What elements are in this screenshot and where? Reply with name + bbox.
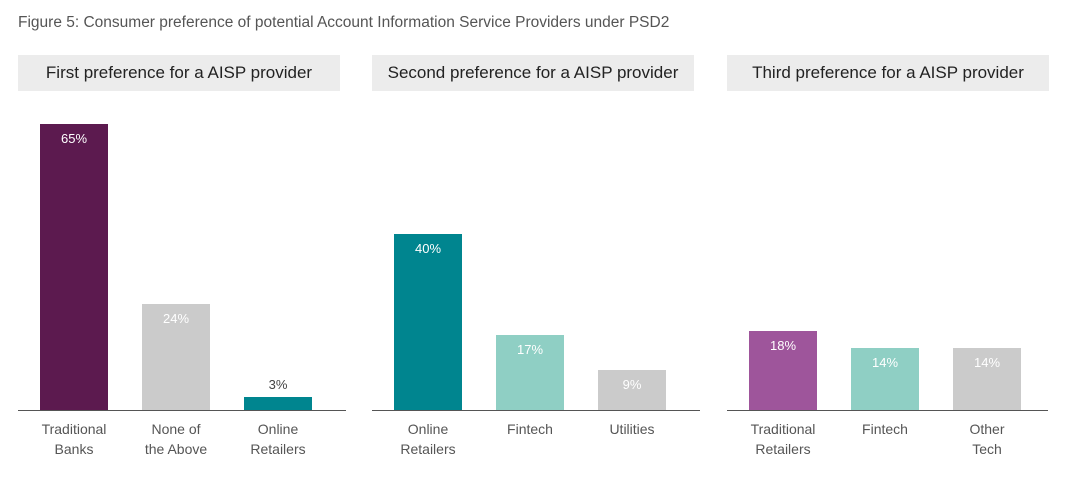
panel-first-preference: First preference for a AISP provider 65%…	[18, 55, 346, 475]
data-label: 18%	[769, 337, 797, 353]
data-label: 17%	[516, 342, 544, 358]
data-label: 65%	[60, 131, 88, 146]
x-axis-baseline	[372, 410, 700, 411]
bar	[749, 330, 817, 410]
panel-title: First preference for a AISP provider	[18, 55, 340, 91]
panel-third-preference: Third preference for a AISP provider 18%…	[727, 55, 1049, 475]
category-label: Traditional Retailers	[750, 421, 816, 457]
data-label: 14%	[871, 355, 899, 371]
category-label: Online Retailers	[250, 421, 306, 457]
panel-title: Second preference for a AISP provider	[372, 55, 694, 91]
panel-second-preference: Second preference for a AISP provider 40…	[372, 55, 700, 475]
data-label: 14%	[973, 355, 1001, 371]
category-label: Utilities	[609, 421, 655, 437]
x-axis-baseline	[727, 410, 1048, 411]
bar	[851, 348, 919, 410]
figure-title: Figure 5: Consumer preference of potenti…	[18, 14, 670, 31]
bar	[496, 335, 564, 410]
category-label: None of the Above	[144, 421, 208, 457]
category-label: Online Retailers	[400, 421, 456, 457]
bar	[598, 370, 666, 410]
panel-title: Third preference for a AISP provider	[727, 55, 1049, 91]
data-label: 24%	[162, 311, 190, 327]
category-label: Fintech	[507, 421, 553, 437]
bar	[953, 348, 1021, 410]
data-label: 3%	[268, 376, 288, 392]
bar	[394, 234, 462, 410]
category-label: Fintech	[862, 421, 908, 437]
data-label: 40%	[414, 241, 442, 256]
data-label: 9%	[622, 377, 642, 393]
category-label: Traditional Banks	[41, 421, 107, 457]
x-axis-baseline	[18, 410, 346, 411]
bar	[142, 304, 210, 410]
bar	[40, 124, 108, 410]
category-label: Other Tech	[969, 421, 1005, 457]
bar	[244, 396, 312, 410]
